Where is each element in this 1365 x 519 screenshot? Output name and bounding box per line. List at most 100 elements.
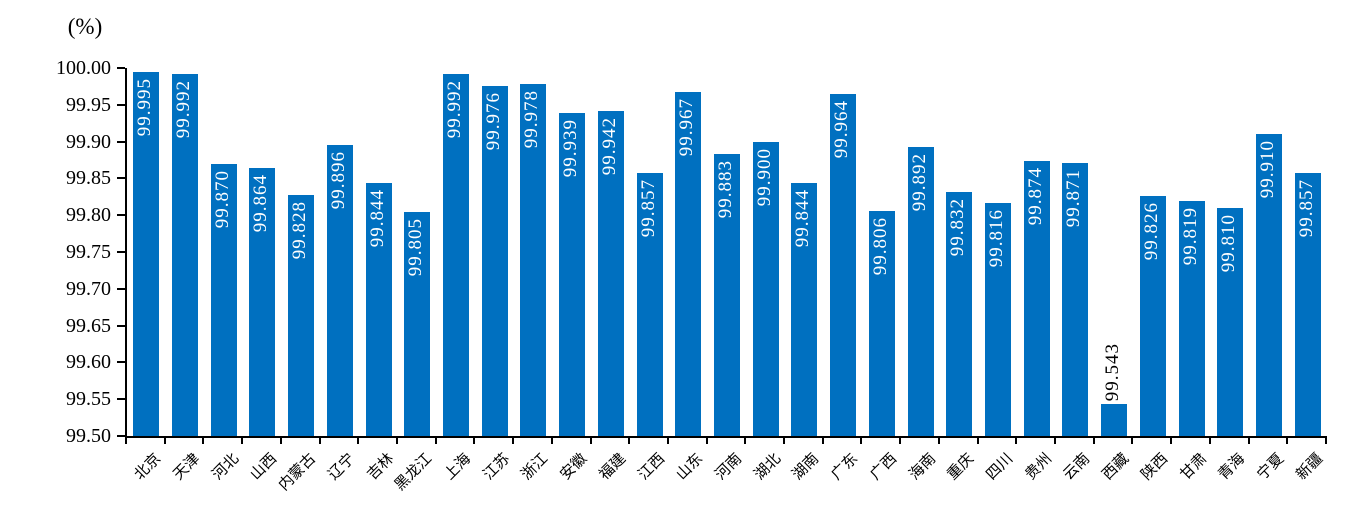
bar: [1294, 173, 1321, 436]
x-axis-tick: [1054, 438, 1057, 444]
y-tick-label: 99.95: [66, 93, 111, 116]
x-axis-tick: [1015, 438, 1018, 444]
bar-value-label: 99.819: [1179, 207, 1201, 266]
x-axis-tick: [937, 438, 940, 444]
x-axis-tick: [821, 438, 824, 444]
x-tick-label: 贵州: [1021, 450, 1055, 484]
x-axis-tick: [125, 438, 127, 444]
x-tick-label: 海南: [905, 450, 939, 484]
x-tick-label: 青海: [1215, 450, 1249, 484]
y-tick-label: 99.55: [66, 388, 111, 411]
y-tick-label: 99.75: [66, 241, 111, 263]
x-tick-label: 宁夏: [1253, 450, 1288, 484]
x-tick-label: 湖南: [789, 450, 823, 484]
bar-value-label: 99.883: [715, 160, 736, 219]
y-axis-tick: [117, 324, 125, 327]
x-axis-tick: [666, 438, 669, 444]
bar-value-label: 99.844: [366, 189, 388, 248]
bar: [1255, 134, 1282, 436]
x-axis-tick: [202, 438, 205, 444]
x-tick-label: 辽宁: [324, 450, 359, 484]
bar-value-label: 99.976: [482, 92, 504, 151]
x-axis-tick: [976, 438, 979, 444]
y-tick-label: 99.90: [66, 130, 111, 153]
bar: [288, 195, 315, 436]
x-axis-tick: [899, 438, 902, 444]
bar-value-label: 99.805: [405, 218, 427, 277]
y-axis-tick: [117, 214, 125, 217]
x-axis-tick: [705, 438, 708, 444]
bar-value-label: 99.964: [831, 100, 853, 159]
x-axis-tick: [318, 438, 321, 444]
bar-value-label: 99.870: [211, 170, 233, 229]
x-axis-tick: [589, 438, 592, 444]
bar-value-label: 99.828: [289, 201, 311, 260]
x-axis-tick: [279, 438, 282, 444]
bar-value-label: 99.806: [869, 217, 891, 276]
x-tick-label: 河南: [711, 450, 746, 484]
bar-value-label: 99.543: [1102, 342, 1124, 401]
bar: [443, 74, 470, 436]
bar-value-label: 99.857: [637, 179, 659, 238]
x-axis-tick: [550, 438, 553, 444]
x-axis-tick: [860, 438, 863, 444]
bar-value-label: 99.832: [947, 198, 969, 257]
y-axis-tick: [117, 67, 125, 69]
y-axis-tick: [117, 398, 125, 401]
y-tick-label: 99.85: [66, 167, 111, 190]
bar: [907, 147, 934, 436]
x-axis-tick: [783, 438, 786, 444]
x-axis-tick: [1325, 438, 1327, 444]
x-tick-label: 甘肃: [1176, 450, 1210, 484]
x-axis-tick: [241, 438, 244, 444]
x-axis-tick: [357, 438, 360, 444]
bar-value-label: 99.874: [1024, 167, 1046, 226]
y-axis-tick: [117, 140, 125, 143]
x-axis-tick: [1131, 438, 1134, 444]
x-tick-label: 山东: [673, 450, 707, 484]
y-axis-tick: [117, 103, 125, 106]
x-axis-tick: [512, 438, 515, 444]
bar-value-label: 99.892: [908, 153, 930, 212]
x-tick-label: 西藏: [1098, 450, 1133, 484]
x-tick-label: 福建: [595, 450, 630, 484]
x-tick-label: 河北: [208, 450, 242, 484]
x-axis-tick: [434, 438, 437, 444]
y-axis-tick: [117, 361, 125, 364]
y-tick-label: 99.70: [66, 277, 111, 300]
x-tick-label: 安徽: [557, 450, 591, 484]
x-tick-label: 北京: [131, 450, 165, 484]
bar-value-label: 99.939: [560, 119, 582, 178]
bar: [520, 84, 547, 436]
bar: [752, 142, 779, 436]
y-tick-label: 99.65: [66, 314, 111, 337]
bar-value-label: 99.810: [1218, 214, 1240, 273]
y-axis-tick: [117, 177, 125, 180]
x-axis-tick: [628, 438, 631, 444]
bar-value-label: 99.857: [1295, 179, 1317, 238]
bar: [597, 111, 624, 436]
y-tick-label: 99.50: [66, 425, 111, 447]
x-axis-line: [125, 436, 1327, 438]
bar-value-label: 99.826: [1140, 202, 1162, 261]
x-tick-label: 上海: [440, 450, 475, 484]
bar-value-label: 99.910: [1256, 140, 1278, 199]
bar: [1101, 404, 1128, 436]
bar: [791, 183, 818, 436]
x-tick-label: 湖北: [750, 450, 784, 484]
bar: [675, 92, 702, 436]
bar: [326, 145, 353, 436]
y-tick-label: 100.00: [56, 57, 111, 79]
bar: [830, 94, 857, 436]
x-axis-tick: [1208, 438, 1211, 444]
y-axis-unit-label: (%): [67, 14, 103, 39]
bar-value-label: 99.967: [676, 98, 698, 157]
x-tick-label: 天津: [169, 450, 204, 484]
x-axis-tick: [163, 438, 166, 444]
bar-value-label: 99.992: [173, 80, 195, 139]
y-tick-label: 99.80: [66, 204, 111, 227]
bar: [559, 113, 586, 436]
y-axis-tick: [117, 251, 125, 253]
x-axis-tick: [1170, 438, 1173, 444]
